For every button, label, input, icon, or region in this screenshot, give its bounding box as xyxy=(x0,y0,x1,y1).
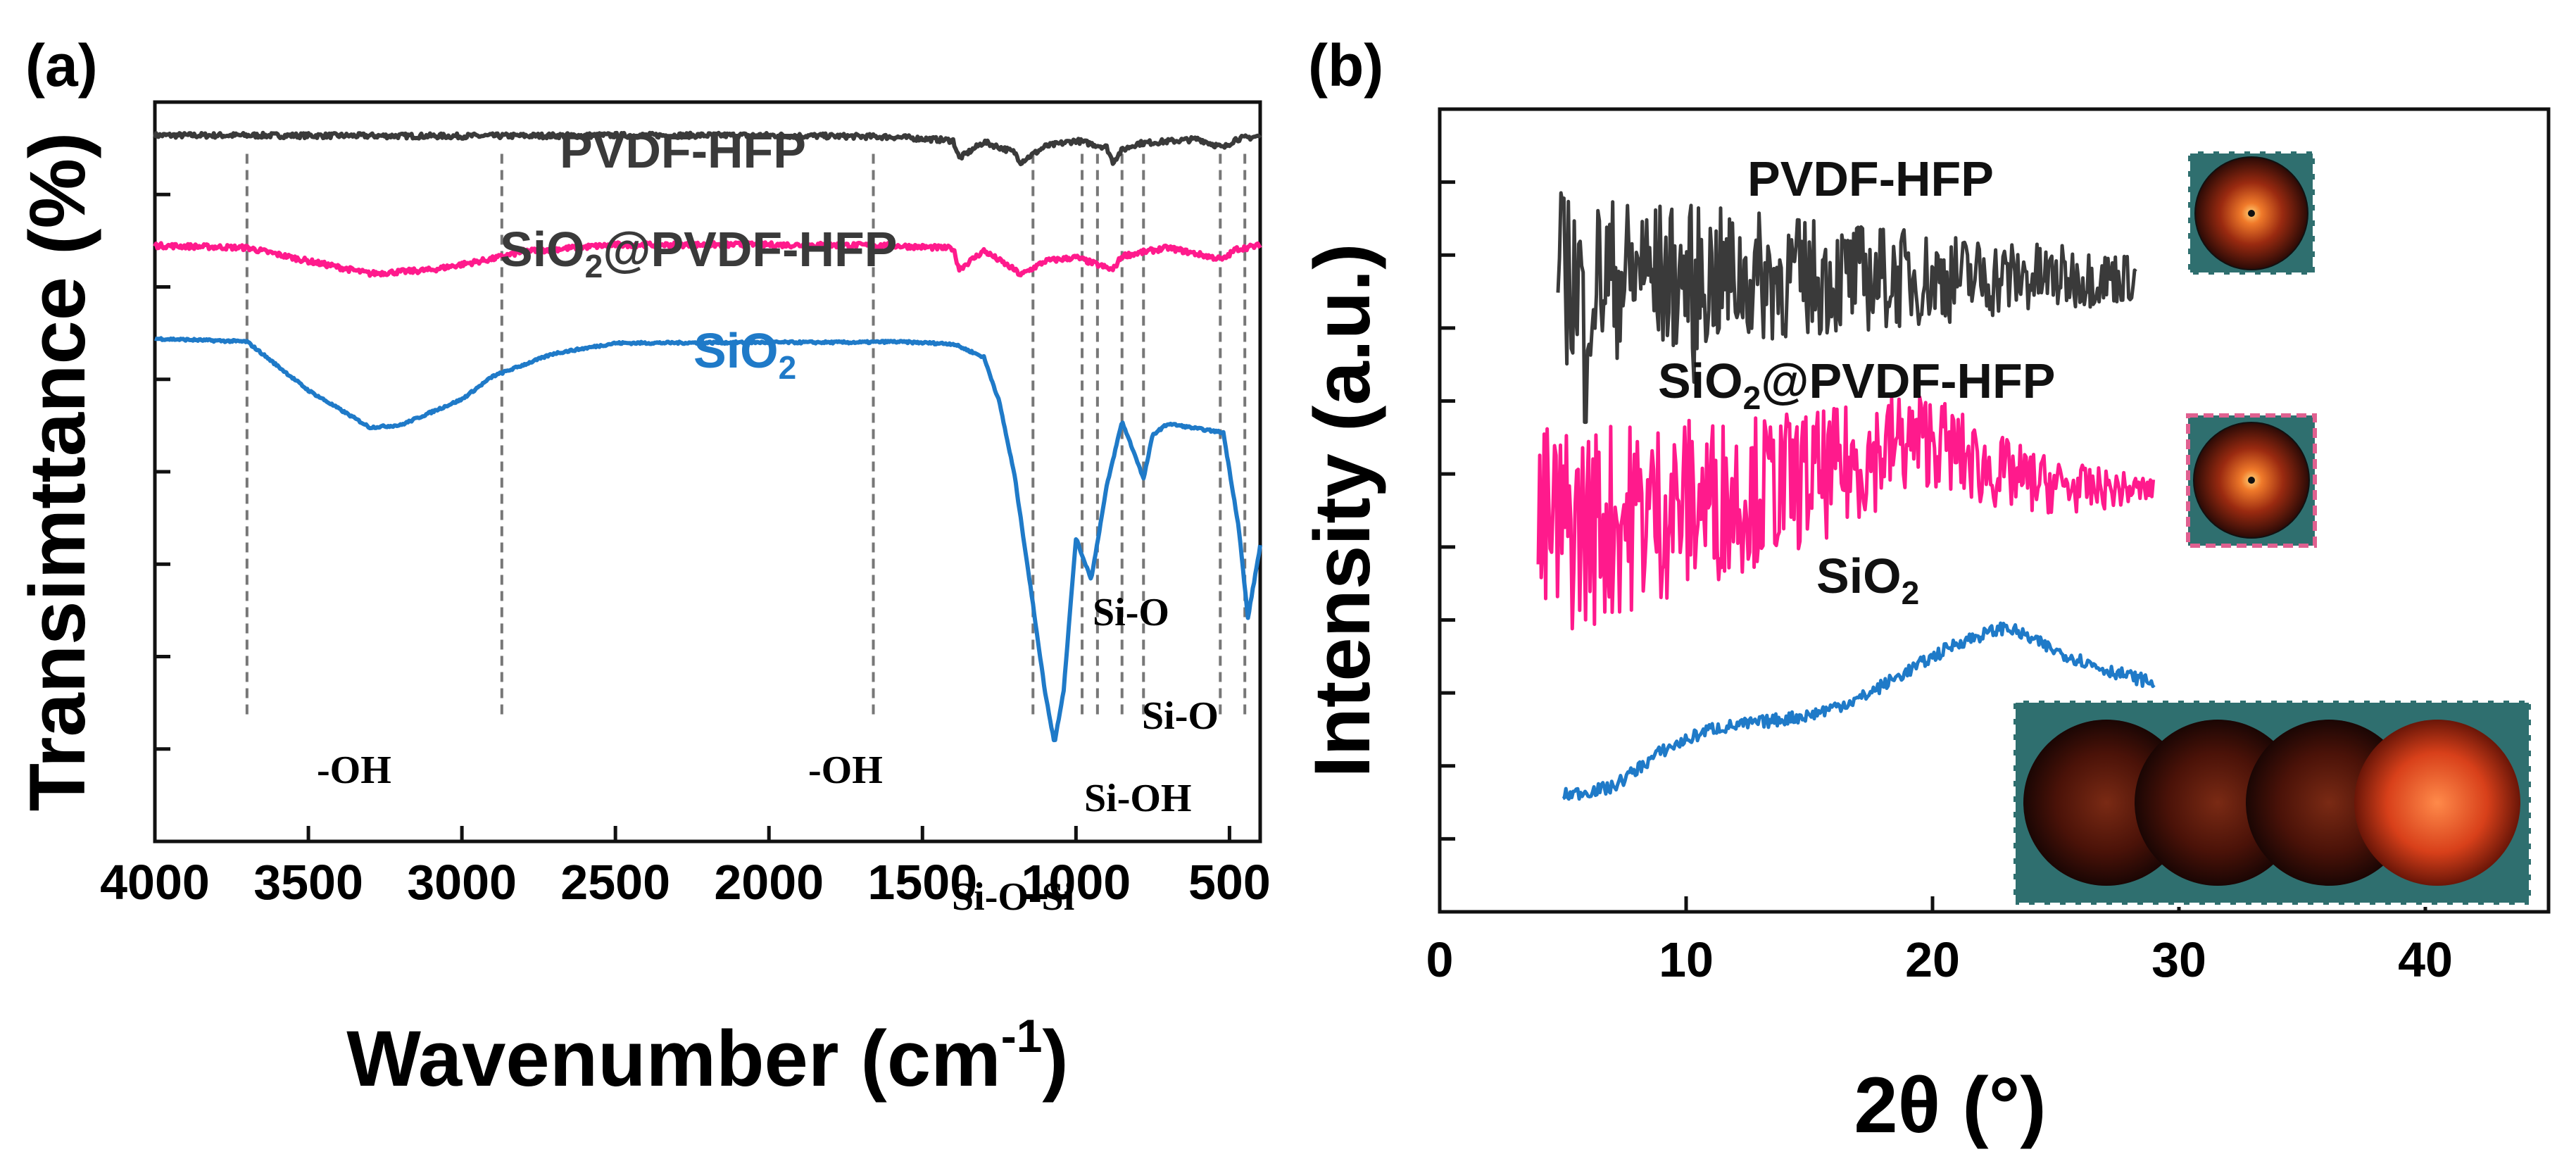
panel-a-x-axis-title-main: Wavenumber (cm xyxy=(346,1015,1000,1103)
panel-a-x-axis-title-end: ) xyxy=(1042,1015,1068,1103)
panel-b-label-sio2-sub: 2 xyxy=(1902,575,1920,611)
panel-a-label-sio2-pvdf-sub: 2 xyxy=(585,248,603,284)
panel-b-series xyxy=(1536,191,2156,801)
panel-a-x-tick-label: 2500 xyxy=(560,855,670,910)
panel-b-x-tick-label: 0 xyxy=(1426,932,1454,987)
panel-a-series-line-0 xyxy=(153,130,1262,167)
panel-a-series xyxy=(153,130,1262,743)
inset-pvdf-pattern xyxy=(2186,149,2317,277)
inset-sio2-pvdf-pattern xyxy=(2186,413,2317,548)
panel-a-series-line-1 xyxy=(153,240,1262,278)
panel-b-y-ticks xyxy=(1440,180,1455,841)
panel-a-annotation-si-o-1: Si-O xyxy=(1093,591,1169,634)
panel-a: (a) 4000 3500 3000 2500 2000 1500 1000 500 PVDF… xyxy=(13,32,1271,1103)
panel-a-annotation-si-o-2: Si-O xyxy=(1142,694,1219,738)
panel-b-label-sio2-a: SiO xyxy=(1816,548,1902,603)
inset-sio2-disc-4 xyxy=(2354,720,2520,886)
panel-a-label-sio2-pvdf-b: @PVDF-HFP xyxy=(603,222,897,277)
panel-a-x-tick-label: 3000 xyxy=(407,855,517,910)
panel-a-plot-frame xyxy=(153,100,1262,844)
panel-a-x-tick-label: 4000 xyxy=(100,855,210,910)
panel-b-x-tick-label: 10 xyxy=(1659,932,1714,987)
panel-a-x-axis-title-sup: -1 xyxy=(1001,1010,1043,1062)
panel-a-x-tick-label: 2000 xyxy=(714,855,824,910)
panel-b-series-line-2 xyxy=(1562,621,2156,801)
panel-b-y-axis-title: Intensity (a.u.) xyxy=(1298,243,1386,777)
panel-b-plot-frame xyxy=(1438,107,2551,914)
panel-b-series-line-0 xyxy=(1556,191,2137,425)
panel-b-label-sio2-pvdf-sub: 2 xyxy=(1743,380,1761,416)
panel-a-label-pvdf: PVDF-HFP xyxy=(560,123,806,178)
panel-a-x-tick-label: 500 xyxy=(1188,855,1271,910)
panel-b-x-tick-label: 40 xyxy=(2398,932,2453,987)
panel-a-label-sio2-pvdf-a: SiO xyxy=(500,222,585,277)
panel-a-x-tick-label: 1500 xyxy=(867,855,977,910)
inset-sio2-pattern xyxy=(2011,698,2533,907)
panel-a-annotation-si-o-si: Si-O-Si xyxy=(952,875,1074,919)
panel-b-label-sio2-pvdf-b: @PVDF-HFP xyxy=(1761,353,2055,408)
panel-b-series-line-1 xyxy=(1536,395,2156,631)
panel-a-x-tick-label: 1000 xyxy=(1021,855,1131,910)
panel-a-label-sio2: SiO2 xyxy=(693,323,796,386)
panel-a-label-sio2-sub: 2 xyxy=(779,349,797,386)
panel-a-series-line-2 xyxy=(153,336,1262,743)
panel-a-annotation-oh-1: -OH xyxy=(317,748,391,792)
panel-b-x-tick-label: 30 xyxy=(2151,932,2206,987)
panel-a-annotation-oh-2: -OH xyxy=(808,748,883,792)
panel-b-label-sio2-pvdf-a: SiO xyxy=(1658,353,1743,408)
panel-b-label-sio2: SiO2 xyxy=(1816,548,1919,611)
panel-b-x-ticks: 0 10 20 30 40 xyxy=(1426,896,2453,987)
panel-a-x-tick-label: 3500 xyxy=(253,855,363,910)
panel-b-label-pvdf: PVDF-HFP xyxy=(1747,151,1994,206)
panel-b: (b) 0 10 20 30 40 PVDF-HFP SiO2@PVDF-HFP SiO… xyxy=(1298,32,2551,1149)
panel-b-x-axis-title: 2θ (°) xyxy=(1854,1061,2046,1149)
panel-b-label: (b) xyxy=(1308,32,1383,99)
panel-a-label: (a) xyxy=(25,32,98,99)
inset-sio2-pvdf-beamstop xyxy=(2248,477,2255,484)
panel-a-y-ticks xyxy=(155,192,170,751)
panel-a-x-ticks: 4000 3500 3000 2500 2000 1500 1000 500 xyxy=(100,826,1271,910)
panel-a-x-axis-title: Wavenumber (cm-1) xyxy=(346,1010,1068,1103)
inset-pvdf-beamstop xyxy=(2248,210,2255,217)
panel-b-label-sio2-pvdf: SiO2@PVDF-HFP xyxy=(1658,353,2055,416)
panel-a-label-sio2-pvdf: SiO2@PVDF-HFP xyxy=(500,222,897,284)
panel-b-x-tick-label: 20 xyxy=(1905,932,1960,987)
panel-a-label-sio2-a: SiO xyxy=(693,323,779,378)
panel-a-y-axis-title: Transimttance (%) xyxy=(13,132,101,812)
panel-a-annotation-si-oh: Si-OH xyxy=(1084,777,1191,820)
